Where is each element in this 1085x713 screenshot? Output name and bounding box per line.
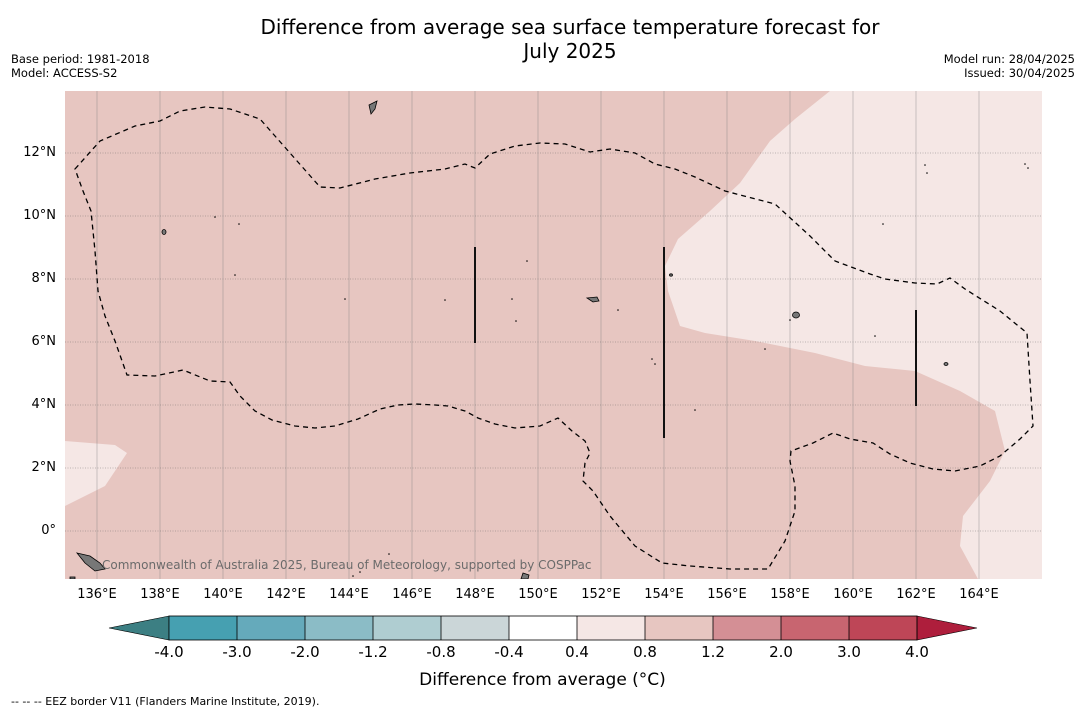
lat-label-10n: 10°N xyxy=(23,208,56,223)
meta-right: Model run: 28/04/2025 Issued: 30/04/2025 xyxy=(944,52,1075,80)
lon-label-140e: 140°E xyxy=(203,587,243,602)
colorbar-segment-6 xyxy=(509,616,577,640)
colorbar-segment-8 xyxy=(645,616,713,640)
colorbar-segment-9 xyxy=(713,616,781,640)
lon-label-162e: 162°E xyxy=(896,587,936,602)
lon-label-160e: 160°E xyxy=(833,587,873,602)
base-period: Base period: 1981-2018 xyxy=(11,52,150,66)
colorbar-tick: -0.8 xyxy=(426,643,456,661)
lon-label-144e: 144°E xyxy=(329,587,369,602)
colorbar-segment-5 xyxy=(441,616,509,640)
colorbar-segment-2 xyxy=(237,616,305,640)
colorbar xyxy=(108,615,978,641)
sst-map xyxy=(65,91,1042,579)
lat-label-0: 0° xyxy=(41,523,56,538)
eez-border xyxy=(74,106,1034,570)
lon-label-138e: 138°E xyxy=(140,587,180,602)
lat-label-12n: 12°N xyxy=(23,145,56,160)
meridian-lines xyxy=(96,91,980,579)
colorbar-tick: -3.0 xyxy=(222,643,252,661)
lon-label-142e: 142°E xyxy=(266,587,306,602)
lon-label-150e: 150°E xyxy=(518,587,558,602)
colorbar-tick: 3.0 xyxy=(837,643,861,661)
lat-label-2n: 2°N xyxy=(31,460,57,475)
colorbar-under-arrow xyxy=(108,615,170,641)
colorbar-segment-10 xyxy=(781,616,849,640)
colorbar-segment-11 xyxy=(849,616,917,640)
lat-label-8n: 8°N xyxy=(31,271,57,286)
grid-lines xyxy=(65,152,1042,532)
colorbar-tick: -2.0 xyxy=(290,643,320,661)
lon-label-152e: 152°E xyxy=(581,587,621,602)
colorbar-tick: 4.0 xyxy=(905,643,929,661)
islands xyxy=(69,100,949,579)
colorbar-tick: 2.0 xyxy=(769,643,793,661)
colorbar-tick: -4.0 xyxy=(154,643,184,661)
model-name: Model: ACCESS-S2 xyxy=(11,66,118,80)
colorbar-label: Difference from average (°C) xyxy=(419,670,666,690)
map-title: Difference from average sea surface temp… xyxy=(170,15,970,63)
colorbar-tick: 1.2 xyxy=(701,643,725,661)
lon-label-154e: 154°E xyxy=(644,587,684,602)
colorbar-over-arrow xyxy=(916,615,978,641)
anomaly-0.4-0.8-region-west xyxy=(65,441,127,506)
lon-label-158e: 158°E xyxy=(770,587,810,602)
lon-label-136e: 136°E xyxy=(77,587,117,602)
lon-label-164e: 164°E xyxy=(959,587,999,602)
colorbar-segment-3 xyxy=(305,616,373,640)
eez-footnote: -- -- -- EEZ border V11 (Flanders Marine… xyxy=(11,695,320,708)
lon-label-156e: 156°E xyxy=(707,587,747,602)
lat-label-4n: 4°N xyxy=(31,397,57,412)
lat-label-6n: 6°N xyxy=(31,334,57,349)
lon-label-148e: 148°E xyxy=(455,587,495,602)
copyright-notice: Commonwealth of Australia 2025, Bureau o… xyxy=(102,558,592,572)
meta-left: Base period: 1981-2018 Model: ACCESS-S2 xyxy=(11,52,150,80)
colorbar-tick: 0.8 xyxy=(633,643,657,661)
colorbar-segment-7 xyxy=(577,616,645,640)
anomaly-0.4-0.8-region xyxy=(665,91,1042,579)
atolls xyxy=(214,163,1029,577)
issued-date: Issued: 30/04/2025 xyxy=(964,66,1075,80)
title-line-1: Difference from average sea surface temp… xyxy=(260,15,880,39)
colorbar-tick: -1.2 xyxy=(358,643,388,661)
model-run: Model run: 28/04/2025 xyxy=(943,52,1075,66)
lon-label-146e: 146°E xyxy=(392,587,432,602)
colorbar-segment-4 xyxy=(373,616,441,640)
title-line-2: July 2025 xyxy=(523,39,617,63)
colorbar-segment-1 xyxy=(169,616,237,640)
colorbar-tick: 0.4 xyxy=(565,643,589,661)
voyage-tracks xyxy=(474,247,917,438)
colorbar-tick: -0.4 xyxy=(494,643,524,661)
